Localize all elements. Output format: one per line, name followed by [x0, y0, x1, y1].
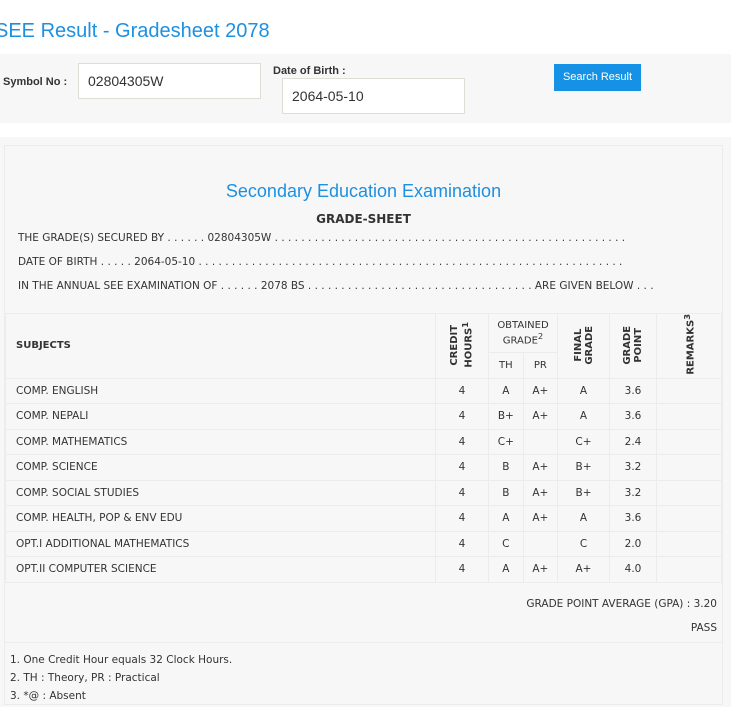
credit-hours: 4	[435, 505, 489, 532]
table-row: OPT.I ADDITIONAL MATHEMATICS 4 C C 2.0	[5, 530, 722, 558]
grade-point: 3.6	[609, 403, 657, 430]
exam-line: IN THE ANNUAL SEE EXAMINATION OF . . . .…	[18, 280, 654, 292]
credit-hours: 4	[435, 556, 489, 583]
gradesheet-title: GRADE-SHEET	[316, 212, 411, 226]
credit-hours: 4	[435, 403, 489, 430]
th-grade: B	[488, 479, 524, 507]
pr-grade: A+	[522, 479, 559, 507]
gradesheet: Secondary Education Examination GRADE-SH…	[0, 137, 731, 707]
th-grade: A	[488, 505, 524, 532]
pr-grade: A+	[522, 377, 559, 405]
remarks	[656, 556, 722, 583]
th-grade: C	[488, 530, 524, 558]
table-row: COMP. SOCIAL STUDIES 4 B A+ B+ 3.2	[5, 479, 722, 507]
dob-label: Date of Birth :	[273, 65, 346, 77]
exam-title: Secondary Education Examination	[225, 181, 502, 201]
grade-point: 2.0	[609, 530, 657, 558]
th-grade: B+	[488, 403, 524, 430]
page-title: SEE Result - Gradesheet 2078	[0, 20, 270, 42]
search-result-button[interactable]: Search Result	[554, 64, 641, 91]
subject: COMP. HEALTH, POP & ENV EDU	[5, 505, 436, 532]
table-row: COMP. ENGLISH 4 A A+ A 3.6	[5, 377, 722, 405]
remarks	[656, 505, 722, 532]
remarks	[656, 530, 722, 558]
credit-hours: 4	[435, 454, 489, 481]
dob-input[interactable]: 2064-05-10	[282, 78, 465, 114]
th-grade: A	[488, 556, 524, 583]
symbol-label: Symbol No :	[3, 76, 68, 88]
note: 3. *@ : Absent	[10, 690, 86, 702]
pr-grade: A+	[522, 556, 559, 583]
table-row: COMP. NEPALI 4 B+ A+ A 3.6	[5, 403, 722, 430]
credit-hours: 4	[435, 377, 489, 405]
credit-hours: 4	[435, 479, 489, 507]
header-grade-point: GRADE POINT	[609, 313, 657, 379]
subject: COMP. SCIENCE	[5, 454, 436, 481]
th-grade: A	[488, 377, 524, 405]
final-grade: A	[557, 377, 610, 405]
subject: COMP. SOCIAL STUDIES	[5, 479, 436, 507]
final-grade: A	[557, 403, 610, 430]
final-grade: C	[557, 530, 610, 558]
notes: 1. One Credit Hour equals 32 Clock Hours…	[5, 642, 722, 713]
header-credit: CREDIT HOURS1	[435, 313, 489, 379]
grade-point: 3.2	[609, 454, 657, 481]
th-grade: B	[488, 454, 524, 481]
final-grade: C+	[557, 428, 610, 456]
pr-grade: A+	[522, 505, 559, 532]
remarks	[656, 454, 722, 481]
grade-point: 2.4	[609, 428, 657, 456]
pr-grade: A+	[522, 454, 559, 481]
table-row: COMP. HEALTH, POP & ENV EDU 4 A A+ A 3.6	[5, 505, 722, 532]
dob-line: DATE OF BIRTH . . . . . 2064-05-10 . . .…	[18, 256, 623, 268]
result: PASS	[690, 622, 717, 634]
subject: OPT.II COMPUTER SCIENCE	[5, 556, 436, 583]
grade-point: 4.0	[609, 556, 657, 583]
table-row: COMP. SCIENCE 4 B A+ B+ 3.2	[5, 454, 722, 481]
remarks	[656, 428, 722, 456]
final-grade: B+	[557, 479, 610, 507]
final-grade: B+	[557, 454, 610, 481]
header-obtained: OBTAINED GRADE2	[488, 313, 558, 353]
pr-grade	[522, 428, 559, 456]
header-final: FINAL GRADE	[557, 313, 610, 379]
subject: COMP. NEPALI	[5, 403, 436, 430]
header-subjects: SUBJECTS	[5, 313, 436, 379]
credit-hours: 4	[435, 428, 489, 456]
grade-point: 3.6	[609, 377, 657, 405]
final-grade: A	[557, 505, 610, 532]
final-grade: A+	[557, 556, 610, 583]
grade-point: 3.6	[609, 505, 657, 532]
header-th: TH	[488, 351, 524, 379]
table-row: COMP. MATHEMATICS 4 C+ C+ 2.4	[5, 428, 722, 456]
th-grade: C+	[488, 428, 524, 456]
remarks	[656, 377, 722, 405]
grades-table: SUBJECTS CREDIT HOURS1 OBTAINED GRADE2 F…	[5, 313, 722, 583]
subject: OPT.I ADDITIONAL MATHEMATICS	[5, 530, 436, 558]
pr-grade	[522, 530, 559, 558]
note: 2. TH : Theory, PR : Practical	[10, 672, 160, 684]
subject: COMP. MATHEMATICS	[5, 428, 436, 456]
table-row: OPT.II COMPUTER SCIENCE 4 A A+ A+ 4.0	[5, 556, 722, 583]
secured-by-line: THE GRADE(S) SECURED BY . . . . . . 0280…	[18, 232, 626, 244]
header-pr: PR	[522, 351, 559, 379]
grade-point: 3.2	[609, 479, 657, 507]
note: 1. One Credit Hour equals 32 Clock Hours…	[10, 654, 233, 666]
remarks	[656, 479, 722, 507]
credit-hours: 4	[435, 530, 489, 558]
header-remarks: REMARKS3	[656, 313, 722, 379]
subject: COMP. ENGLISH	[5, 377, 436, 405]
gpa: GRADE POINT AVERAGE (GPA) : 3.20	[526, 598, 717, 610]
symbol-input[interactable]: 02804305W	[78, 63, 261, 99]
pr-grade: A+	[522, 403, 559, 430]
remarks	[656, 403, 722, 430]
